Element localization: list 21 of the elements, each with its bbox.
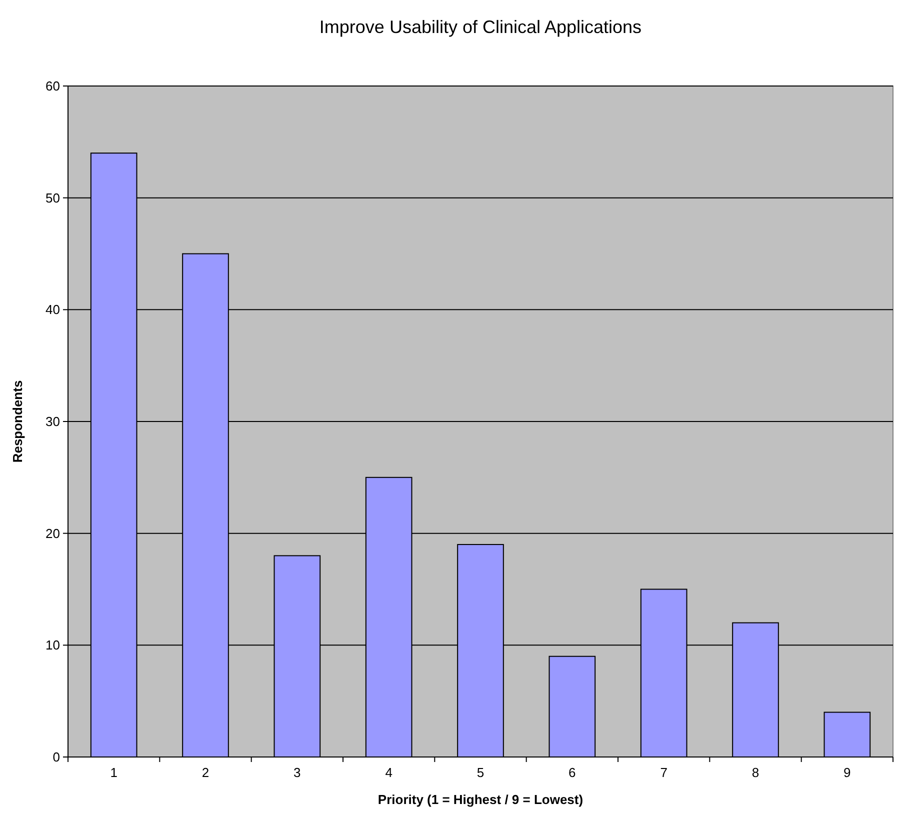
- y-tick-label: 40: [46, 302, 60, 318]
- x-tick-label: 9: [844, 765, 851, 780]
- x-tick-label: 1: [110, 765, 118, 780]
- x-tick-label: 2: [202, 765, 210, 780]
- y-axis-title: Respondents: [10, 380, 25, 463]
- y-tick-label: 10: [46, 638, 60, 653]
- y-tick-label: 0: [52, 750, 60, 765]
- x-tick-label: 4: [385, 765, 392, 780]
- bar: [548, 656, 596, 758]
- y-tick-label: 30: [46, 414, 60, 430]
- x-tick-label: 5: [476, 765, 484, 780]
- bar: [824, 712, 871, 758]
- x-tick-label: 8: [752, 765, 760, 780]
- y-tick-label: 60: [46, 78, 60, 94]
- y-tick-label: 50: [46, 190, 60, 206]
- x-axis-title: Priority (1 = Highest / 9 = Lowest): [378, 792, 584, 807]
- x-tick-label: 3: [294, 765, 301, 780]
- x-tick-label: 6: [568, 765, 576, 780]
- chart-title: Improve Usability of Clinical Applications: [319, 17, 642, 37]
- x-tick-label: 7: [660, 765, 668, 780]
- y-tick-label: 20: [46, 526, 60, 541]
